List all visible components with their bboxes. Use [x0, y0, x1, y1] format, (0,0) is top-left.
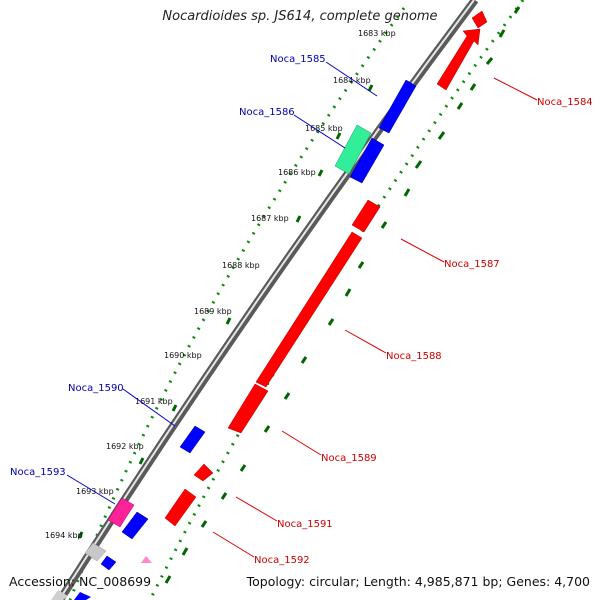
label-noca-1593[interactable]: Noca_1593	[10, 467, 66, 478]
tick-label: 1685 kbp	[305, 124, 343, 133]
forward-genes	[164, 10, 488, 527]
label-noca-1588[interactable]: Noca_1588	[386, 351, 442, 362]
topology-summary: Topology: circular; Length: 4,985,871 bp…	[246, 574, 590, 589]
gene-arrow-noca-1593[interactable]	[121, 511, 149, 540]
reverse-genes	[74, 79, 417, 600]
gene-arrow-noca-1586[interactable]	[349, 137, 385, 184]
inner-dotted-track	[68, 7, 406, 600]
outer-dotted-track	[148, 0, 525, 600]
tick-label: 1692 kbp	[106, 442, 144, 451]
gene-arrow-bottom-blue[interactable]	[74, 592, 91, 600]
tick-label: 1687 kbp	[251, 214, 289, 223]
gene-arrow-noca-1587[interactable]	[351, 199, 381, 233]
tick-label: 1683 kbp	[358, 29, 396, 38]
gene-arrow-noca-1590[interactable]	[179, 425, 206, 454]
gene-arrow-noca-1584[interactable]	[471, 10, 488, 29]
feature-pink-small[interactable]	[141, 556, 152, 563]
genome-title: Nocardioides sp. JS614, complete genome	[162, 9, 438, 24]
outer-feature-ticks	[164, 6, 521, 584]
gene-labels: Noca_1585 Noca_1586 Noca_1590 Noca_1593 …	[10, 54, 593, 566]
label-noca-1592[interactable]: Noca_1592	[254, 555, 310, 566]
gene-arrow-noca-1589[interactable]	[227, 383, 269, 434]
label-noca-1584[interactable]: Noca_1584	[537, 97, 593, 108]
label-noca-1590[interactable]: Noca_1590	[68, 383, 124, 394]
label-noca-1586[interactable]: Noca_1586	[239, 107, 295, 118]
tick-label: 1686 kbp	[278, 168, 316, 177]
gene-arrow-noca-1592[interactable]	[164, 488, 197, 527]
feature-grey[interactable]	[84, 542, 107, 562]
gene-arrow-noca-1584b[interactable]	[436, 28, 481, 91]
tick-label: 1688 kbp	[222, 261, 260, 270]
gene-arrow-noca-1591[interactable]	[193, 463, 214, 482]
gene-arrow-noca-1588[interactable]	[255, 231, 363, 388]
feature-pink[interactable]	[107, 497, 135, 528]
gene-label-leaders	[66, 61, 538, 558]
gene-arrow-noca-1585[interactable]	[378, 79, 417, 134]
tick-label: 1690 kbp	[164, 351, 202, 360]
accession-label: Accession: NC_008699	[9, 574, 152, 589]
tick-label: 1691 kbp	[135, 397, 173, 406]
label-noca-1587[interactable]: Noca_1587	[444, 259, 500, 270]
gene-arrow-small-blue[interactable]	[100, 555, 117, 571]
rna-feature-green[interactable]	[334, 124, 372, 175]
label-noca-1585[interactable]: Noca_1585	[270, 54, 326, 65]
label-noca-1589[interactable]: Noca_1589	[321, 453, 377, 464]
inner-feature-ticks	[77, 84, 374, 539]
tick-label: 1694 kbp	[45, 531, 83, 540]
tick-label: 1684 kbp	[333, 76, 371, 85]
tick-label: 1689 kbp	[194, 307, 232, 316]
feature-grey-bottom[interactable]	[51, 590, 68, 600]
label-noca-1591[interactable]: Noca_1591	[277, 519, 333, 530]
